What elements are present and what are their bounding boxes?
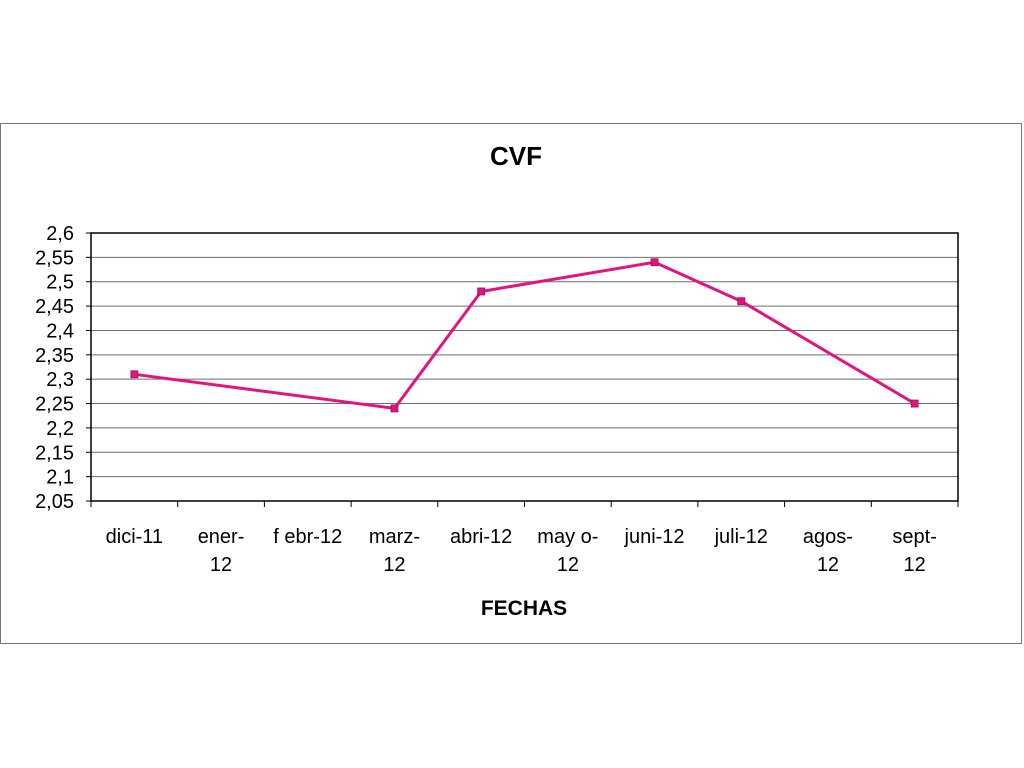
x-tick-label: ener-12 [198, 526, 245, 576]
y-tick-label: 2,5 [46, 272, 74, 294]
data-point [910, 399, 919, 408]
y-tick-label: 2,6 [46, 223, 74, 245]
data-point [650, 258, 659, 267]
y-tick-label: 2,05 [35, 491, 74, 513]
series-line [134, 260, 916, 410]
chart-frame: CVF 2,05 2,1 2,15 2,2 2,25 2,3 2,35 2,4 2,45 2,5 2… [0, 123, 1022, 644]
data-point [477, 287, 486, 296]
y-tick-label: 2,1 [46, 467, 74, 489]
y-tick-label: 2,3 [46, 369, 74, 391]
y-tick-label: 2,45 [35, 296, 74, 318]
plot-area: 2,052,1 2,152,22,25 2,32,35 2,42,452,5 2,552… [35, 223, 959, 576]
x-tick-label: f ebr-12 [273, 526, 342, 548]
data-point [130, 370, 139, 379]
line-chart: CVF 2,052,12,152,22,252,32,352,42,452,52… [35, 141, 959, 620]
x-tick-label: abri-12 [450, 526, 512, 548]
data-point [390, 404, 399, 413]
y-tick-label: 2,4 [46, 320, 74, 342]
y-tick-label: 2,25 [35, 394, 74, 416]
x-axis-title: FECHAS [481, 597, 567, 620]
y-tick-label: 2,2 [46, 418, 74, 440]
data-point [737, 297, 746, 306]
x-tick-label: dici-11 [106, 526, 163, 548]
y-tick-label: 2,35 [35, 345, 74, 367]
x-tick-label: marz-12 [369, 526, 420, 576]
plot-border [90, 232, 959, 502]
x-tick-label: agos-12 [803, 526, 853, 576]
y-tick-label: 2,15 [35, 442, 74, 464]
x-tick-label: sept-12 [892, 526, 936, 576]
y-tick-label: 2,55 [35, 247, 74, 269]
x-tick-label: juli-12 [714, 526, 768, 548]
x-tick-label: juni-12 [624, 526, 685, 548]
x-tick-label: may o-12 [537, 526, 598, 576]
chart-title: CVF [490, 141, 542, 171]
